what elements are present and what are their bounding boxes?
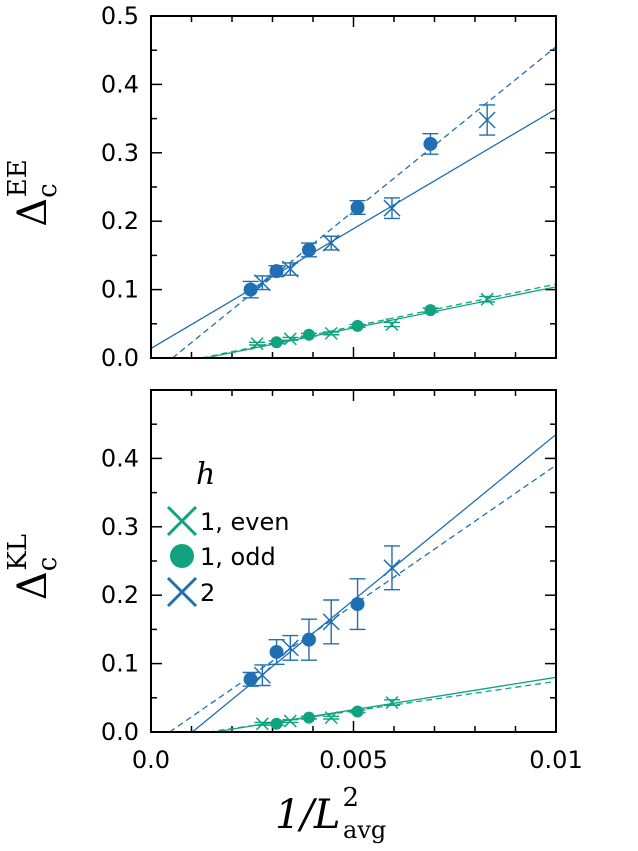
data-point-circle — [270, 336, 283, 349]
y-tick-label: 0.2 — [101, 581, 139, 609]
data-point-cross — [253, 666, 271, 684]
x-axis-label: 1/L2 avg — [275, 783, 386, 844]
data-point-circle — [269, 644, 284, 659]
legend-label: 2 — [200, 579, 215, 607]
x-label-sup: 2 — [343, 783, 360, 813]
legend-marker-circle — [170, 544, 194, 568]
data-point-cross — [322, 234, 340, 252]
y-label-sub: c — [33, 557, 63, 572]
data-point-circle — [269, 264, 284, 279]
data-point-cross — [281, 260, 299, 278]
data-point-circle — [351, 319, 364, 332]
data-point-circle — [424, 304, 437, 317]
data-point-circle — [350, 597, 365, 612]
fit-line-dashed — [172, 46, 556, 358]
data-point-cross — [253, 274, 271, 292]
y-tick-label: 0.2 — [101, 207, 139, 235]
y-tick-label: 0.5 — [101, 2, 139, 30]
y-tick-label: 0.0 — [101, 344, 139, 372]
y-tick-label: 0.4 — [101, 70, 139, 98]
panel-top: 0.0 0.1 0.2 0.3 0.4 0.5 ΔcEE — [3, 2, 557, 372]
y-tick-label: 0.3 — [101, 139, 139, 167]
y-tick-label: 0.0 — [101, 718, 139, 746]
x-label-sub: avg — [343, 816, 386, 844]
fit-line-dashed — [169, 464, 556, 732]
legend-label: 1, even — [200, 508, 289, 536]
data-point-cross — [281, 639, 299, 657]
y-label-base: Δ — [10, 571, 56, 600]
data-point-cross — [255, 717, 269, 731]
fit-lines — [169, 433, 556, 732]
legend-title: h — [196, 457, 215, 492]
data-point-cross — [283, 332, 297, 346]
axes-frame — [150, 15, 557, 359]
x-tick-label: 0.005 — [319, 746, 388, 774]
x-tick-label: 0.01 — [529, 746, 582, 774]
data-point-circle — [351, 705, 364, 718]
legend-label: 1, odd — [200, 543, 276, 571]
axes-frame — [150, 389, 557, 733]
y-tick-label: 0.4 — [101, 444, 139, 472]
fit-line-solid — [191, 433, 556, 732]
y-label-sup: KL — [3, 534, 33, 571]
data-point-cross — [322, 613, 340, 631]
y-axis-label: ΔcEE — [3, 159, 63, 226]
y-label-base: Δ — [10, 198, 56, 227]
data-point-cross — [385, 317, 399, 332]
data-point-cross — [250, 337, 264, 351]
legend: h 1, even 1, odd 2 — [166, 457, 289, 608]
data-point-cross — [383, 199, 401, 217]
y-label-sub: c — [33, 183, 63, 198]
fit-line-solid — [151, 108, 556, 349]
data-point-cross — [324, 326, 338, 340]
data-point-circle — [350, 200, 365, 215]
fit-line-solid — [205, 286, 556, 358]
data-point-cross — [383, 559, 401, 577]
data-point-circle — [423, 136, 438, 151]
data-point-cross — [385, 696, 399, 710]
data-point-circle — [243, 672, 258, 687]
y-tick-label: 0.1 — [101, 276, 139, 304]
data-point-cross — [480, 292, 494, 306]
data-point-circle — [270, 717, 283, 730]
fit-line-dashed — [208, 680, 556, 732]
x-tick-label: 0.0 — [132, 746, 170, 774]
data-point-circle — [243, 282, 258, 297]
data-point-circle — [302, 328, 315, 341]
data-point-circle — [302, 711, 315, 724]
legend-marker-cross — [166, 505, 198, 537]
data-point-circle — [301, 632, 316, 647]
y-tick-label: 0.3 — [101, 513, 139, 541]
x-label-base: 1/L — [275, 792, 341, 838]
legend-marker-cross — [166, 576, 198, 608]
data-point-cross — [283, 714, 297, 728]
data-point-circle — [301, 242, 316, 257]
data-point-cross — [324, 711, 338, 725]
y-tick-label: 0.1 — [101, 650, 139, 678]
y-axis-label: ΔcKL — [3, 534, 63, 600]
data-point-cross — [478, 111, 496, 129]
y-label-sup: EE — [3, 159, 33, 197]
